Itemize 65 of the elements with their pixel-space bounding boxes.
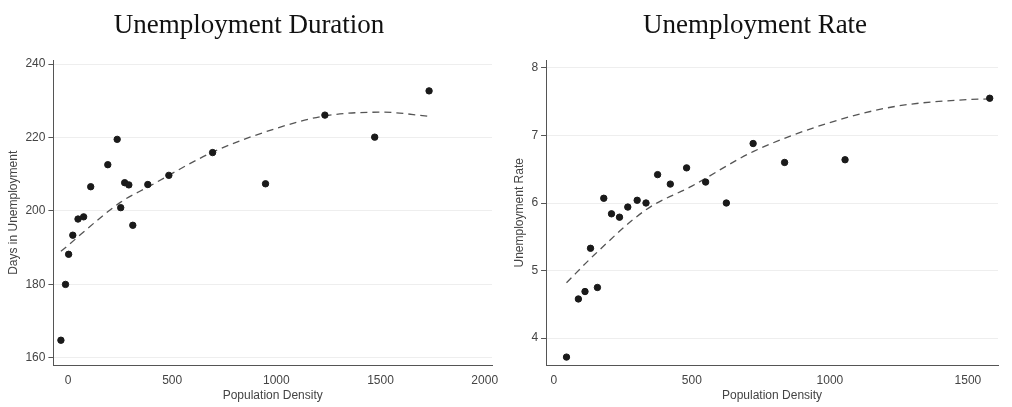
point xyxy=(144,180,152,189)
y-tick-label: 8 xyxy=(531,60,539,75)
point xyxy=(79,213,88,221)
x-tick-label: 500 xyxy=(162,372,183,387)
x-tick-label: 1000 xyxy=(263,372,291,387)
point xyxy=(780,158,789,167)
x-tick-label: 1000 xyxy=(816,372,844,387)
point xyxy=(87,183,95,191)
point xyxy=(642,199,650,207)
point xyxy=(104,160,112,169)
point xyxy=(841,156,849,164)
point xyxy=(57,336,65,344)
x-tick-label: 2000 xyxy=(471,372,499,387)
y-tick-label: 5 xyxy=(531,262,539,277)
point xyxy=(593,283,602,292)
point xyxy=(261,180,270,188)
y-tick-label: 160 xyxy=(25,350,46,365)
y-tick-label: 4 xyxy=(531,330,539,345)
point xyxy=(165,171,173,180)
point xyxy=(600,194,608,202)
chart-title: Unemployment Rate xyxy=(642,9,868,40)
point xyxy=(69,231,77,239)
y-tick-label: 200 xyxy=(25,203,46,218)
point xyxy=(321,111,329,119)
point xyxy=(581,287,589,296)
y-tick-label: 6 xyxy=(531,195,539,210)
y-tick-label: 7 xyxy=(531,127,539,142)
x-axis-title: Population Density xyxy=(722,388,823,403)
point xyxy=(722,199,731,207)
point xyxy=(633,196,641,204)
point xyxy=(129,221,137,229)
point xyxy=(113,135,121,144)
point xyxy=(653,170,662,179)
point xyxy=(574,295,583,303)
point xyxy=(615,213,624,221)
point xyxy=(666,180,675,188)
point xyxy=(607,210,616,218)
point xyxy=(425,87,433,95)
line-series xyxy=(60,111,430,253)
y-tick-label: 240 xyxy=(25,56,46,71)
y-axis-title: Days in Unemployment xyxy=(5,150,20,275)
x-tick-label: 1500 xyxy=(367,372,395,387)
point xyxy=(371,133,379,141)
y-tick-label: 220 xyxy=(25,129,46,144)
point xyxy=(586,244,595,252)
point xyxy=(208,148,217,157)
x-tick-label: 0 xyxy=(550,372,558,387)
point xyxy=(117,203,125,212)
point xyxy=(986,94,994,102)
x-axis-title: Population Density xyxy=(222,388,323,403)
point xyxy=(125,181,133,189)
point xyxy=(682,164,691,172)
x-tick-label: 0 xyxy=(64,372,72,387)
point xyxy=(749,139,757,148)
point xyxy=(74,215,82,223)
point xyxy=(64,250,73,258)
point xyxy=(701,178,710,186)
x-tick-label: 500 xyxy=(681,372,703,387)
x-tick-label: 1500 xyxy=(954,372,982,387)
y-axis-title: Unemployment Rate xyxy=(511,157,526,268)
y-tick-label: 180 xyxy=(25,276,46,291)
point xyxy=(61,280,70,289)
point xyxy=(562,353,571,361)
chart-title: Unemployment Duration xyxy=(113,9,385,40)
point xyxy=(624,203,632,211)
